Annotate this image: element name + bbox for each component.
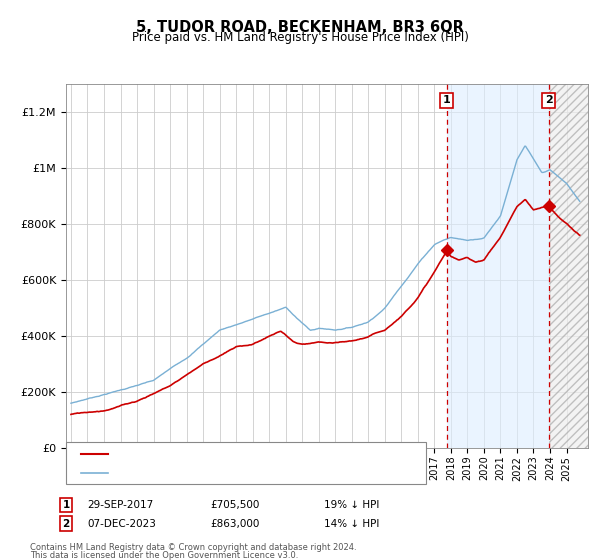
Text: 1: 1 xyxy=(62,500,70,510)
Text: £705,500: £705,500 xyxy=(210,500,259,510)
Text: 29-SEP-2017: 29-SEP-2017 xyxy=(87,500,153,510)
Text: Contains HM Land Registry data © Crown copyright and database right 2024.: Contains HM Land Registry data © Crown c… xyxy=(30,543,356,552)
Text: 1: 1 xyxy=(443,95,451,105)
Bar xyxy=(548,84,588,448)
Text: HPI: Average price, detached house, Bromley: HPI: Average price, detached house, Brom… xyxy=(114,468,350,478)
Text: £863,000: £863,000 xyxy=(210,519,259,529)
Text: This data is licensed under the Open Government Licence v3.0.: This data is licensed under the Open Gov… xyxy=(30,551,298,560)
Bar xyxy=(447,84,548,448)
Text: 5, TUDOR ROAD, BECKENHAM, BR3 6QR (detached house): 5, TUDOR ROAD, BECKENHAM, BR3 6QR (detac… xyxy=(114,449,418,459)
Text: 2: 2 xyxy=(545,95,553,105)
Text: 14% ↓ HPI: 14% ↓ HPI xyxy=(324,519,379,529)
Text: 2: 2 xyxy=(62,519,70,529)
Text: 07-DEC-2023: 07-DEC-2023 xyxy=(87,519,156,529)
Text: Price paid vs. HM Land Registry's House Price Index (HPI): Price paid vs. HM Land Registry's House … xyxy=(131,31,469,44)
Text: 5, TUDOR ROAD, BECKENHAM, BR3 6QR: 5, TUDOR ROAD, BECKENHAM, BR3 6QR xyxy=(136,20,464,35)
Text: 19% ↓ HPI: 19% ↓ HPI xyxy=(324,500,379,510)
